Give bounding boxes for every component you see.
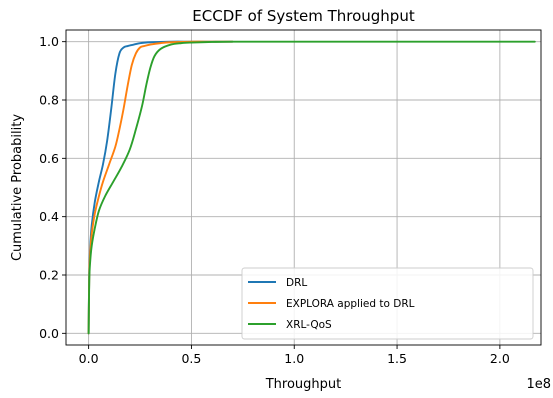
y-tick-label: 1.0 bbox=[39, 34, 59, 49]
y-tick-label: 0.6 bbox=[39, 151, 59, 166]
series-line-2 bbox=[87, 40, 536, 335]
x-axis-ticks: 0.0 0.5 1.0 1.5 2.0 bbox=[79, 345, 510, 366]
x-axis-label: Throughput bbox=[265, 377, 342, 392]
legend-box bbox=[241, 267, 534, 340]
x-tick-label: 1.5 bbox=[387, 351, 407, 366]
y-tick-label: 0.0 bbox=[39, 326, 59, 341]
legend-label: DRL bbox=[286, 277, 307, 289]
legend: DRL EXPLORA applied to DRL XRL-QoS bbox=[241, 267, 534, 340]
legend-label: XRL-QoS bbox=[286, 319, 332, 331]
x-axis-offset-label: 1e8 bbox=[526, 377, 551, 392]
y-tick-label: 0.2 bbox=[39, 268, 59, 283]
plot-frame bbox=[65, 29, 542, 346]
chart-title: ECCDF of System Throughput bbox=[192, 7, 415, 25]
data-series bbox=[87, 40, 536, 335]
y-tick-label: 0.4 bbox=[39, 209, 59, 224]
y-tick-label: 0.8 bbox=[39, 93, 59, 108]
y-axis-label: Cumulative Probability bbox=[10, 114, 25, 261]
series-line-1 bbox=[87, 40, 234, 335]
legend-label: EXPLORA applied to DRL bbox=[286, 298, 415, 310]
x-tick-label: 1.0 bbox=[284, 351, 304, 366]
x-tick-label: 0.0 bbox=[79, 351, 99, 366]
y-axis-ticks: 0.0 0.2 0.4 0.6 0.8 1.0 bbox=[39, 34, 66, 341]
x-tick-label: 0.5 bbox=[181, 351, 201, 366]
x-tick-label: 2.0 bbox=[490, 351, 510, 366]
